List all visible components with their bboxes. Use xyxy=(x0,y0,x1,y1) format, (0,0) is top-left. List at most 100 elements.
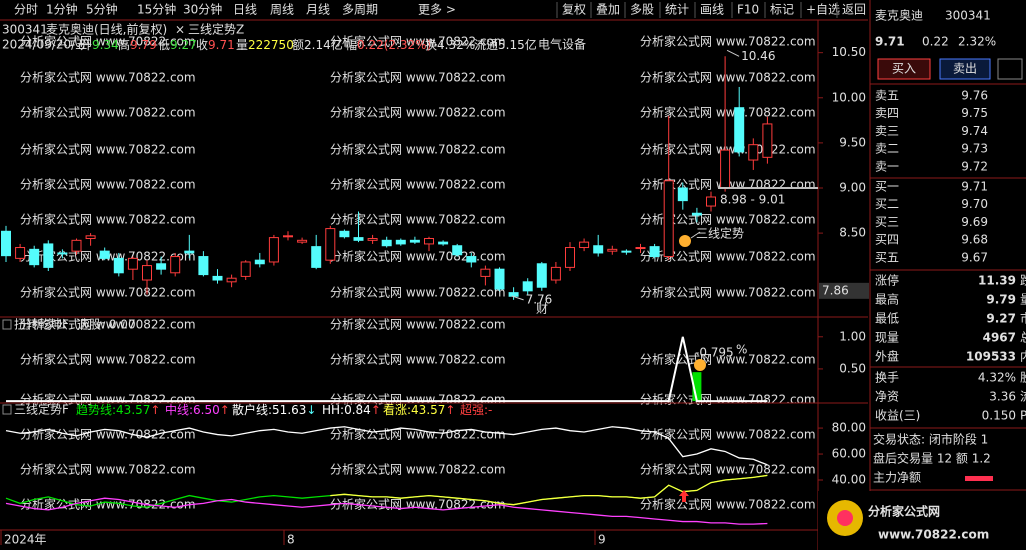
logo-icon-inner xyxy=(837,510,853,526)
quote-label: 高 xyxy=(118,37,130,52)
quote-label: 幅 xyxy=(345,37,357,52)
toolbar-button[interactable]: 画线 xyxy=(700,3,724,17)
stat-label: 最高 xyxy=(875,292,899,307)
legend-value: 43.57 xyxy=(411,403,445,417)
watermark: 分析家公式网 www.70822.com xyxy=(330,105,506,120)
stock-code: 300341 xyxy=(2,23,48,37)
y-tick-label: 8.50 xyxy=(839,226,866,240)
quote-field: 额2.14亿 xyxy=(292,37,343,52)
panel-icon xyxy=(2,404,12,415)
ask-label: 卖二 xyxy=(875,142,899,156)
stat-value: 4.32% xyxy=(978,371,1016,385)
watermark: 分析家公式网 www.70822.com xyxy=(20,317,196,332)
watermark: 分析家公式网 www.70822.com xyxy=(330,70,506,85)
stat-label2: 内盘 xyxy=(1020,349,1026,364)
candle-body xyxy=(113,257,124,274)
bid-label: 买一 xyxy=(875,180,899,194)
legend-arrow: ↓ xyxy=(306,403,316,417)
toolbar-button[interactable]: 返回 xyxy=(842,3,866,17)
stat-label2: PE(动 xyxy=(1020,409,1026,423)
stat-label2: 跌停 xyxy=(1020,273,1026,288)
toolbar-button[interactable]: 标记 xyxy=(770,3,794,17)
watermark: 分析家公式网 www.70822.com xyxy=(20,497,196,512)
more-button[interactable] xyxy=(997,58,1023,80)
candle-body xyxy=(691,212,702,216)
watermark: 分析家公式网 www.70822.com xyxy=(330,352,506,367)
watermark: 分析家公式网 www.70822.com xyxy=(330,142,506,157)
bid-label: 买二 xyxy=(875,197,899,211)
watermark: 分析家公式网 www.70822.com xyxy=(640,249,816,264)
toolbar-tab[interactable]: 1分钟 xyxy=(46,2,78,17)
toolbar-tab[interactable]: 日线 xyxy=(233,3,257,17)
trend-line xyxy=(330,474,768,506)
quote-field: 低9.27 xyxy=(158,38,197,52)
quote-date: 2024/09/20/五 xyxy=(2,38,87,52)
candle-body xyxy=(85,235,96,240)
candle-body xyxy=(536,263,547,288)
legend-value: 0.84 xyxy=(344,403,371,417)
candle-body xyxy=(550,266,561,281)
toolbar-tab[interactable]: 更多 > xyxy=(418,3,456,17)
bid-price: 9.71 xyxy=(961,180,988,194)
toolbar-tab[interactable]: 5分钟 xyxy=(86,2,118,17)
watermark: 分析家公式网 www.70822.com xyxy=(640,427,816,442)
buy-label[interactable]: 买入 xyxy=(892,62,916,76)
toolbar-button[interactable]: 多股 xyxy=(630,3,654,17)
toolbar-tab[interactable]: 15分钟 xyxy=(137,2,176,17)
status-line: 主力净额 xyxy=(873,471,921,485)
toolbar-button[interactable]: F10 xyxy=(737,3,759,17)
candle-body xyxy=(240,261,251,277)
net-flow-bar xyxy=(965,476,993,481)
bid-label: 买四 xyxy=(875,233,899,247)
candle-body xyxy=(198,256,209,276)
toolbar-tab[interactable]: 月线 xyxy=(306,3,330,17)
candle-body xyxy=(353,237,364,241)
bid-label: 买三 xyxy=(875,215,899,229)
candle-body xyxy=(311,246,322,268)
candle-body xyxy=(1,230,11,257)
toolbar-tab[interactable]: 周线 xyxy=(270,3,294,17)
candle-body xyxy=(762,123,773,158)
legend-entry: 中线:6.50↑ xyxy=(165,402,230,417)
logo-url: www.70822.com xyxy=(878,528,989,542)
signal-icon xyxy=(694,359,706,371)
quote-value: 2.14亿 xyxy=(304,37,343,52)
toolbar-button[interactable]: +自选 xyxy=(806,3,840,17)
candle-body xyxy=(212,275,223,281)
watermark: 分析家公式网 www.70822.com xyxy=(640,105,816,120)
watermark: 分析家公式网 www.70822.com xyxy=(330,212,506,227)
quote-name: 麦克奥迪 xyxy=(875,9,923,23)
candle-body xyxy=(621,250,632,253)
trend-line xyxy=(5,426,768,466)
candle-body xyxy=(170,256,181,274)
quote-field: 收9.71 xyxy=(196,38,235,52)
ask-label: 卖五 xyxy=(875,89,899,103)
quote-field: 流通5.15亿 xyxy=(474,37,537,52)
toolbar-button[interactable]: 复权 xyxy=(562,3,586,17)
legend-value: 6.50 xyxy=(193,403,220,417)
buy-button[interactable] xyxy=(877,58,931,80)
status-line: 盘后交易量 12 额 1.2 xyxy=(873,451,991,466)
candle-body xyxy=(381,239,392,247)
toolbar-button[interactable]: 叠加 xyxy=(596,3,620,17)
sell-button[interactable] xyxy=(939,58,991,80)
annotation-line xyxy=(511,295,524,301)
watermark: 分析家公式网 www.70822.com xyxy=(20,285,196,300)
watermark: 分析家公式网 www.70822.com xyxy=(330,177,506,192)
candle-body xyxy=(663,180,674,258)
ask-price: 9.72 xyxy=(961,159,988,173)
toolbar-tab[interactable]: 30分钟 xyxy=(183,2,222,17)
legend-name: 趋势线: xyxy=(76,403,116,417)
toolbar-tab[interactable]: 分时 xyxy=(14,3,38,17)
signal-value: -0.795 xyxy=(695,346,734,360)
quote-value: 9.34 xyxy=(92,38,119,52)
stat-label2: 量比 xyxy=(1020,293,1026,307)
y-tick-label: 60.00 xyxy=(832,447,866,461)
stat-label2: 流通 xyxy=(1020,390,1026,404)
toolbar-tab[interactable]: 多周期 xyxy=(342,3,378,17)
sell-label[interactable]: 卖出 xyxy=(953,62,977,76)
stat-label: 换手 xyxy=(875,371,899,385)
toolbar-button[interactable]: 统计 xyxy=(665,3,689,17)
candle-body xyxy=(268,237,279,263)
